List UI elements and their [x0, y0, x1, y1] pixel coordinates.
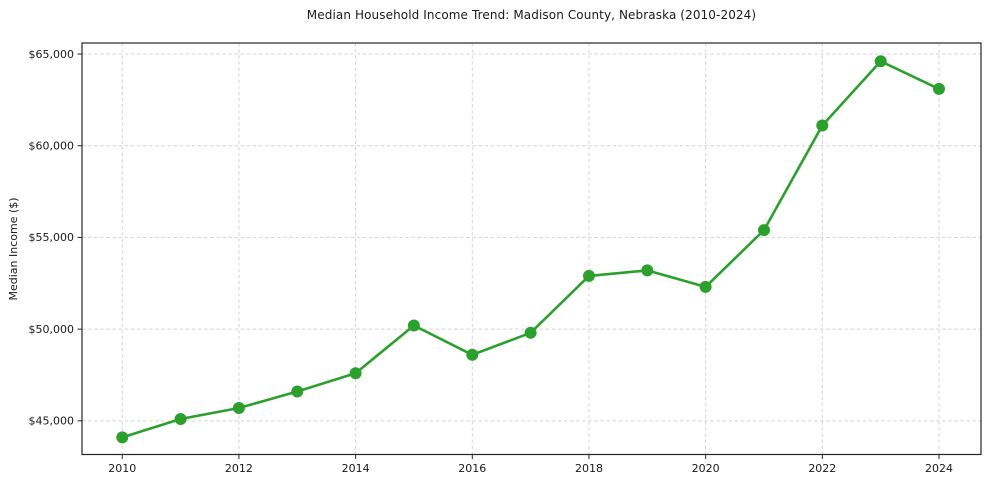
y-tick-label: $50,000 [29, 323, 75, 336]
data-point [933, 82, 945, 95]
data-point [232, 402, 245, 414]
data-point [291, 385, 304, 398]
x-tick-label: 2024 [925, 462, 953, 475]
data-point [174, 413, 187, 425]
data-point [874, 55, 887, 68]
data-point [116, 431, 129, 444]
x-tick-label: 2020 [692, 462, 720, 475]
y-tick-label: $45,000 [29, 415, 75, 428]
data-point [407, 319, 420, 332]
y-tick-label: $60,000 [29, 140, 75, 153]
x-tick-label: 2012 [225, 462, 253, 475]
y-axis-label: Median Income ($) [7, 197, 20, 301]
x-tick-label: 2016 [458, 462, 486, 475]
plot-border [81, 42, 982, 456]
y-tick-label: $65,000 [29, 48, 75, 61]
data-point [699, 280, 712, 293]
trend-line [121, 60, 941, 439]
y-tick-label: $55,000 [29, 231, 75, 244]
chart-title: Median Household Income Trend: Madison C… [306, 8, 757, 22]
data-point [466, 348, 479, 361]
data-point [349, 367, 362, 380]
x-tick-label: 2018 [575, 462, 603, 475]
x-tick-label: 2022 [808, 462, 836, 475]
data-point [816, 119, 829, 132]
data-point [583, 269, 595, 282]
data-point [641, 264, 654, 277]
data-point [524, 326, 537, 339]
data-point [758, 224, 770, 237]
x-tick-label: 2014 [342, 462, 370, 475]
x-tick-label: 2010 [108, 462, 136, 475]
